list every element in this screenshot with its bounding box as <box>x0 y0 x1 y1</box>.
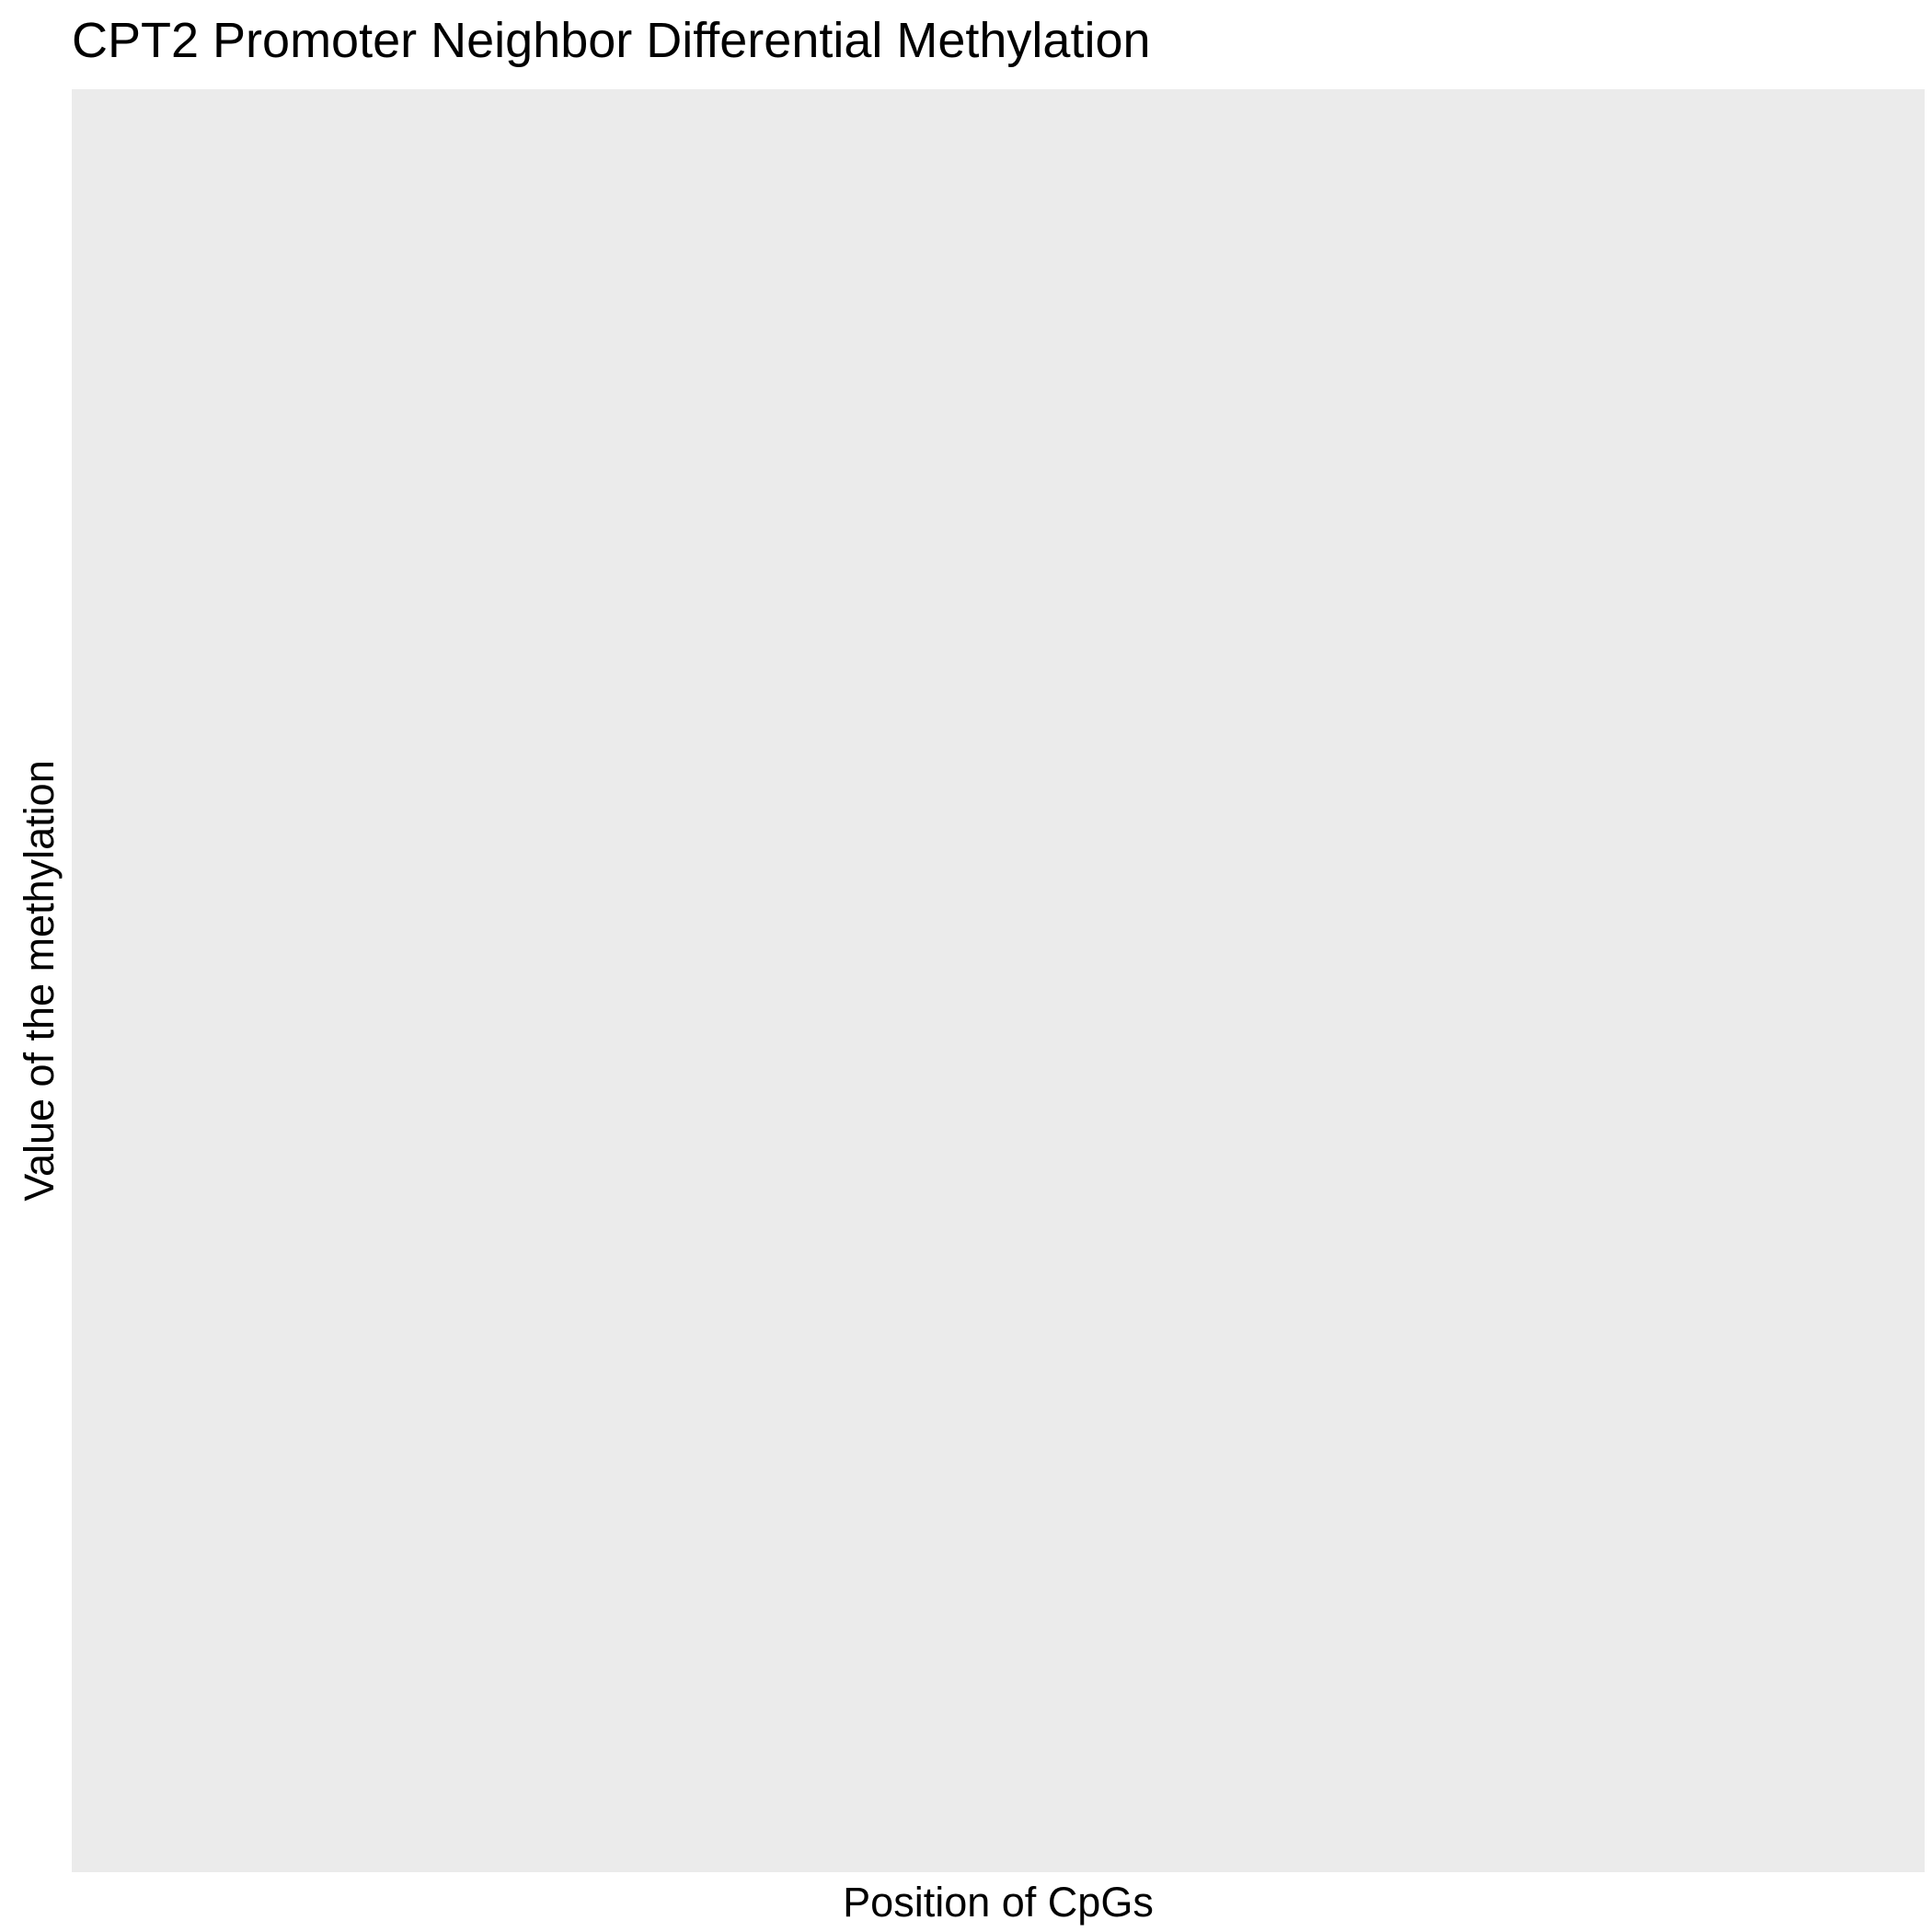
chart-title: CPT2 Promoter Neighbor Differential Meth… <box>72 13 1151 68</box>
plot-panel <box>72 89 1925 1872</box>
y-axis-title: Value of the methylation <box>16 760 63 1201</box>
x-axis-title: Position of CpGs <box>843 1879 1154 1926</box>
